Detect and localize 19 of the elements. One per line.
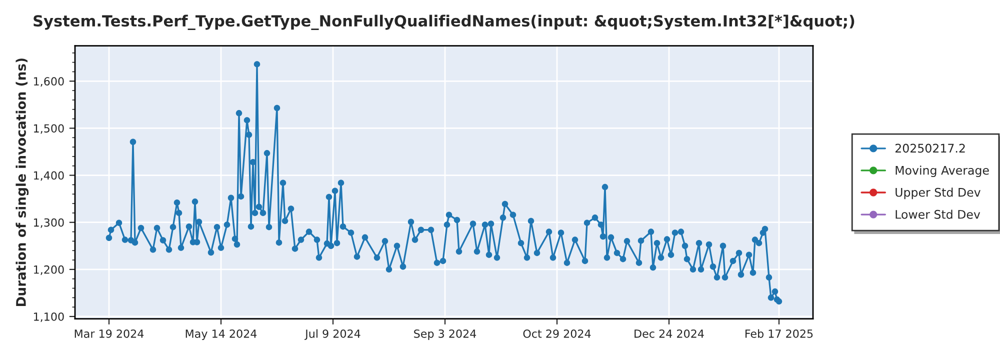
- x-tick-label: Dec 24 2024: [634, 329, 704, 338]
- y-tick-label: 1,300: [34, 218, 64, 228]
- x-tick-label: May 14 2024: [186, 329, 257, 340]
- legend-label: Lower Std Dev: [896, 210, 980, 219]
- x-tick-label: Oct 29 2024: [523, 329, 591, 338]
- y-axis-title: Duration of single invocation (ns): [16, 58, 29, 306]
- legend-label: 20250217.2: [895, 144, 965, 153]
- x-tick-label: Jul 9 2024: [304, 329, 360, 340]
- x-tick-label: Feb 17 2025: [746, 329, 813, 338]
- x-tick-label: Sep 3 2024: [414, 329, 476, 340]
- x-tick-label: Mar 19 2024: [74, 329, 144, 338]
- y-tick-label: 1,600: [34, 77, 64, 87]
- legend-label: Upper Std Dev: [896, 188, 980, 200]
- legend-label: Moving Average: [896, 166, 989, 178]
- chart-title: System.Tests.Perf_Type.GetType_NonFullyQualifiedNames(input: &quot;System.Int32[*]&quot;): [34, 14, 854, 30]
- y-tick-label: 1,200: [34, 265, 64, 275]
- y-tick-label: 1,100: [34, 312, 64, 322]
- y-tick-label: 1,500: [34, 124, 64, 134]
- y-tick-label: 1,400: [34, 171, 64, 181]
